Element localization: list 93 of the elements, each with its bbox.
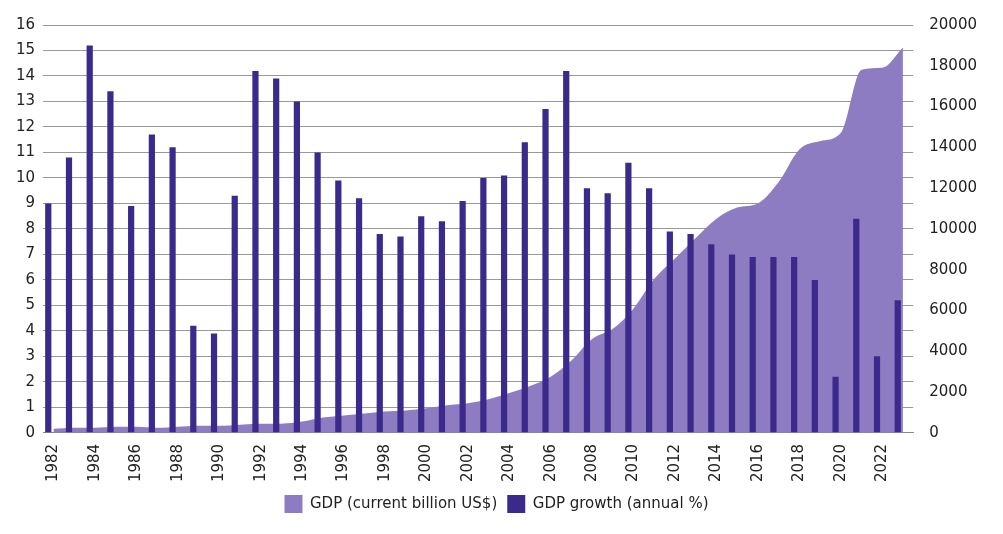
bar	[625, 162, 632, 433]
x-tick-label: 2014	[706, 443, 725, 483]
x-tick-label: 2022	[872, 443, 891, 483]
legend-label: GDP growth (annual %)	[532, 493, 709, 512]
bar	[500, 175, 508, 433]
bar	[832, 376, 839, 433]
y-tick-label: 16	[15, 14, 36, 33]
y2-tick-label: 10000	[929, 218, 977, 237]
y-tick-label: 1	[25, 397, 36, 416]
x-tick-label: 1988	[167, 443, 186, 483]
x-tick-label: 2012	[664, 443, 683, 483]
bar	[521, 142, 528, 433]
bar	[65, 157, 73, 433]
y2-tick-label: 20000	[929, 14, 977, 33]
bar	[169, 147, 176, 433]
bar	[45, 203, 52, 433]
y2-tick-label: 12000	[929, 178, 977, 197]
x-tick-label: 2000	[416, 443, 435, 483]
y-tick-label: 7	[25, 244, 36, 263]
bar	[252, 70, 259, 433]
bar	[749, 256, 756, 433]
y-tick-label: 10	[15, 167, 36, 186]
x-tick-label: 1986	[126, 443, 145, 483]
bar	[148, 134, 155, 433]
bar	[293, 101, 300, 433]
x-tick-label: 1996	[333, 443, 352, 483]
bar	[770, 256, 777, 433]
bar	[355, 198, 363, 433]
bar	[273, 78, 280, 433]
y-tick-label: 8	[25, 218, 36, 237]
bar	[397, 236, 404, 433]
legend-label: GDP (current billion US$)	[310, 493, 498, 512]
x-tick-label: 1982	[43, 443, 62, 483]
y-tick-label: 3	[25, 346, 36, 365]
y-tick-label: 13	[15, 91, 36, 110]
bar	[376, 234, 383, 433]
y-tick-label: 11	[15, 142, 36, 161]
bar	[86, 45, 93, 433]
bar	[438, 221, 446, 433]
y2-tick-label: 8000	[929, 259, 968, 278]
x-tick-label: 2002	[457, 443, 476, 483]
y-tick-label: 5	[25, 295, 36, 314]
x-tick-label: 2006	[540, 443, 559, 483]
bar	[687, 234, 694, 433]
y2-tick-label: 0	[929, 422, 939, 441]
y-tick-label: 14	[15, 65, 36, 84]
bar	[314, 152, 321, 433]
x-tick-label: 1992	[250, 443, 269, 483]
y-tick-label: 2	[25, 371, 36, 390]
y2-tick-label: 16000	[929, 96, 977, 115]
x-tick-label: 1990	[209, 443, 228, 483]
bar	[708, 244, 715, 433]
bar	[873, 356, 881, 433]
y2-tick-label: 2000	[929, 381, 968, 400]
bar	[728, 254, 736, 433]
bar	[563, 70, 570, 433]
bar	[646, 188, 653, 433]
y-tick-label: 12	[15, 116, 36, 135]
y-tick-label: 15	[15, 40, 36, 59]
y-tick-label: 6	[25, 269, 36, 288]
bar	[583, 188, 591, 433]
x-tick-label: 2020	[830, 443, 849, 483]
bar	[210, 333, 218, 433]
bar	[128, 205, 135, 433]
x-tick-label: 2010	[623, 443, 642, 483]
bar	[791, 256, 798, 433]
x-tick-label: 2008	[582, 443, 601, 483]
x-tick-label: 1994	[291, 443, 310, 483]
bar	[666, 231, 673, 433]
y2-tick-label: 18000	[929, 55, 977, 74]
bar	[107, 91, 114, 433]
x-tick-label: 2016	[747, 443, 766, 483]
y-tick-label: 0	[25, 422, 36, 441]
x-tick-label: 1998	[374, 443, 393, 483]
y-tick-label: 4	[25, 320, 36, 339]
x-tick-label: 1984	[84, 443, 103, 483]
bar	[459, 200, 466, 433]
bar	[853, 218, 860, 433]
bar	[190, 325, 197, 433]
bar	[811, 279, 818, 433]
x-tick-label: 2004	[499, 443, 518, 483]
y2-tick-label: 4000	[929, 341, 968, 360]
bar	[335, 180, 342, 433]
bar	[480, 177, 487, 433]
y-tick-label: 9	[25, 193, 36, 212]
bar	[418, 216, 425, 433]
x-tick-label: 2018	[789, 443, 808, 483]
bar	[894, 300, 901, 433]
bar	[231, 195, 238, 433]
y2-tick-label: 6000	[929, 300, 968, 319]
bar	[604, 193, 611, 433]
bar	[542, 109, 549, 433]
y2-tick-label: 14000	[929, 137, 977, 156]
